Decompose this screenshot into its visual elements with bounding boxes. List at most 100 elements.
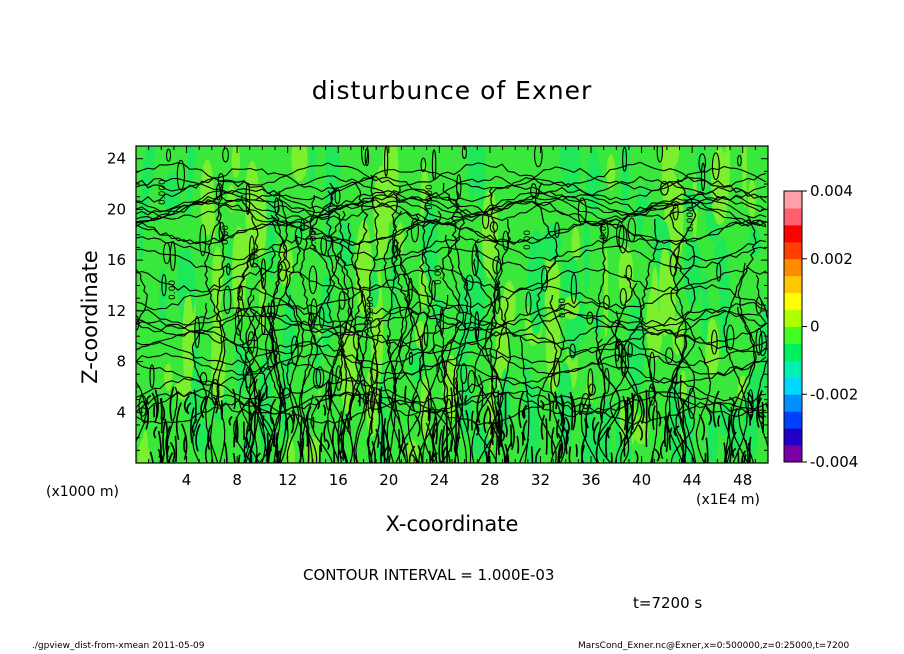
contour-line <box>161 453 165 463</box>
contour-loop <box>308 265 318 295</box>
x-tick-label: 36 <box>581 471 600 489</box>
contour-line <box>568 446 572 463</box>
contour-label: 0.00 <box>168 280 178 300</box>
contour-line <box>279 447 283 463</box>
contour-line <box>380 435 384 463</box>
contour-loop <box>710 329 718 355</box>
contour-line <box>322 404 327 416</box>
contour-loop <box>423 322 429 346</box>
contour-loop <box>408 351 414 366</box>
contour-loop <box>218 221 225 243</box>
contour-line <box>136 200 767 227</box>
contour-loop <box>716 262 722 282</box>
colorbar-tick-label: -0.002 <box>810 385 858 403</box>
contour-loop <box>140 404 150 424</box>
field-patch <box>586 148 602 215</box>
contour-line <box>558 443 564 463</box>
contour-line <box>207 424 213 450</box>
contour-loop <box>494 282 501 315</box>
contour-line <box>565 429 569 455</box>
contour-line <box>298 334 319 463</box>
contour-line <box>504 443 510 463</box>
contour-line <box>136 284 767 311</box>
contour-loop <box>755 327 763 356</box>
contour-loop <box>492 256 502 275</box>
contour-loop <box>338 291 346 310</box>
contour-line <box>248 425 255 448</box>
contour-line <box>741 450 746 463</box>
contour-loop <box>223 285 232 315</box>
contour-loop <box>665 347 674 364</box>
contour-loop <box>281 387 291 399</box>
contour-line <box>237 194 259 463</box>
contour-line <box>136 340 767 367</box>
contour-line <box>378 388 383 402</box>
contour-line <box>136 360 767 387</box>
field-patch <box>527 228 546 336</box>
contour-line <box>383 238 405 463</box>
contour-loop <box>758 331 767 357</box>
field-layer <box>136 146 768 463</box>
contour-loop <box>627 217 637 243</box>
contour-line <box>464 395 468 406</box>
contour-line <box>756 397 763 428</box>
contour-line <box>673 425 680 437</box>
time-label: t=7200 s <box>633 594 703 612</box>
contour-line <box>732 408 739 435</box>
x-tick-label: 16 <box>329 471 348 489</box>
contour-line <box>623 436 627 457</box>
contour-line <box>549 294 566 463</box>
contour-line <box>136 351 767 377</box>
contour-line <box>136 190 767 216</box>
contour-loop <box>525 291 532 315</box>
contour-line <box>486 405 492 425</box>
contour-line <box>534 182 559 463</box>
field-patch <box>253 186 267 259</box>
contour-loop <box>619 288 627 306</box>
contour-line <box>340 417 346 436</box>
contour-line <box>433 409 438 445</box>
contour-loop <box>622 146 628 172</box>
field-patch <box>606 154 616 191</box>
contour-line <box>366 432 373 449</box>
contour-line <box>550 427 555 455</box>
contour-line <box>203 182 224 463</box>
contour-loop <box>755 296 763 315</box>
contour-label: 0.00 <box>251 248 261 268</box>
contour-line <box>578 401 583 416</box>
x-axis-label: X-coordinate <box>385 512 519 536</box>
contour-line <box>408 445 416 463</box>
field-patch <box>583 218 590 295</box>
contour-line <box>268 350 282 463</box>
contour-loop <box>659 180 669 196</box>
contour-loop <box>620 344 627 377</box>
contour-loop <box>465 274 474 291</box>
contour-line <box>136 319 767 346</box>
contour-line <box>723 442 727 463</box>
contour-loop <box>489 221 499 233</box>
contour-line <box>149 451 154 463</box>
field-patch <box>177 244 184 310</box>
contour-line <box>521 431 524 446</box>
contour-line <box>472 421 480 436</box>
field-patch <box>309 146 316 188</box>
contour-line <box>348 393 355 421</box>
contour-line <box>320 432 323 452</box>
y-axis-label: Z-coordinate <box>78 250 102 384</box>
contour-line <box>167 452 174 463</box>
contour-loop <box>700 162 706 192</box>
contour-loop <box>393 239 399 259</box>
contour-line <box>491 421 495 446</box>
contour-line <box>552 402 566 463</box>
contour-label: 0.00 <box>434 265 444 285</box>
contour-line <box>352 290 367 463</box>
contour-loop <box>335 365 343 391</box>
contour-loop <box>530 183 537 199</box>
contour-label: 0.00 <box>558 298 568 318</box>
contour-line <box>523 404 527 418</box>
contour-line <box>136 195 767 221</box>
x-tick-label: 12 <box>278 471 297 489</box>
contour-line <box>438 429 443 463</box>
colorbar-segment <box>784 292 802 311</box>
contour-loop <box>234 306 243 336</box>
